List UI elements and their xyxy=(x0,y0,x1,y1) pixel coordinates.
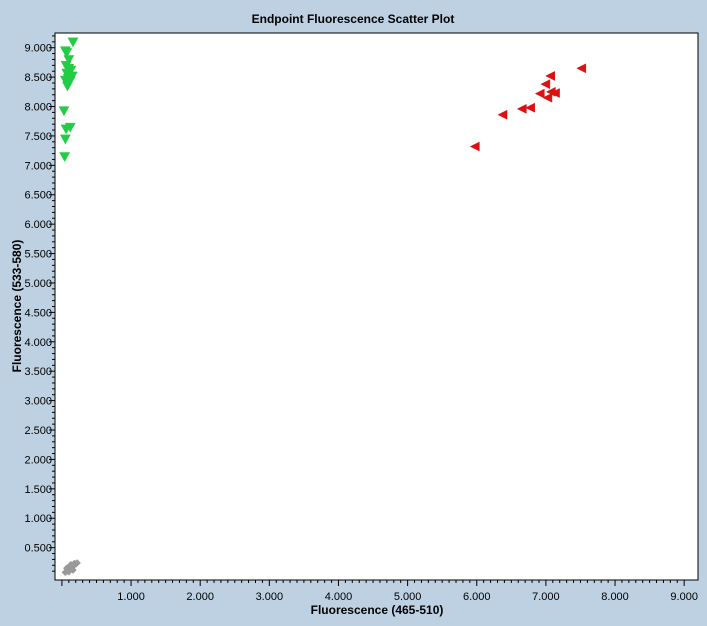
data-point xyxy=(64,567,73,576)
x-tick-label: 3.000 xyxy=(256,591,284,603)
data-point xyxy=(73,559,81,567)
data-points xyxy=(58,37,587,577)
data-point xyxy=(469,141,480,152)
series-0 xyxy=(58,37,79,163)
data-point xyxy=(63,55,75,65)
y-tick-label: 1.000 xyxy=(24,513,52,525)
data-point xyxy=(525,102,535,113)
data-point xyxy=(545,71,555,81)
data-point xyxy=(64,76,76,87)
y-tick-label: 3.000 xyxy=(24,396,52,408)
data-point xyxy=(67,560,75,569)
x-tick-label: 1.000 xyxy=(117,591,145,603)
y-tick-label: 0.500 xyxy=(24,543,52,555)
y-tick-label: 4.500 xyxy=(24,307,52,319)
y-tick-label: 7.000 xyxy=(24,160,52,172)
x-tick-label: 5.000 xyxy=(394,591,422,603)
data-point xyxy=(58,106,70,117)
y-tick-label: 6.000 xyxy=(24,219,52,231)
data-point xyxy=(59,152,71,163)
y-tick-label: 5.000 xyxy=(24,278,52,290)
x-tick-label: 7.000 xyxy=(532,591,560,603)
y-tick-label: 3.500 xyxy=(24,366,52,378)
x-axis-label: Fluorescence (465-510) xyxy=(311,603,444,617)
data-point xyxy=(540,79,551,90)
plot-area xyxy=(54,32,699,581)
data-point xyxy=(497,109,508,120)
data-point xyxy=(576,63,587,74)
data-point xyxy=(59,134,71,145)
y-tick-label: 6.500 xyxy=(24,190,52,202)
data-point xyxy=(67,37,79,48)
data-point xyxy=(62,81,73,92)
data-point xyxy=(516,103,527,114)
x-tick-label: 9.000 xyxy=(670,591,698,603)
y-tick-label: 8.500 xyxy=(24,72,52,84)
y-tick-label: 8.000 xyxy=(24,102,52,114)
data-point xyxy=(550,88,560,98)
x-tick-label: 6.000 xyxy=(463,591,491,603)
x-tick-label: 4.000 xyxy=(325,591,353,603)
data-point xyxy=(542,92,553,103)
y-tick-label: 4.000 xyxy=(24,337,52,349)
data-point xyxy=(534,88,545,99)
series-2 xyxy=(61,559,81,577)
y-tick-label: 2.000 xyxy=(24,454,52,466)
y-tick-label: 5.500 xyxy=(24,249,52,261)
y-axis-label: Fluorescence (533-580) xyxy=(10,240,24,373)
y-tick-label: 7.500 xyxy=(24,131,52,143)
y-axis: 0.500 1.000 1.500 2.000 2.500 3.000 3.500 4.000… xyxy=(24,35,55,572)
y-tick-label: 1.500 xyxy=(24,484,52,496)
data-point xyxy=(61,48,73,58)
chart-title: Endpoint Fluorescence Scatter Plot xyxy=(252,12,455,26)
y-tick-label: 2.500 xyxy=(24,425,52,437)
x-axis: 1.000 2.000 3.000 4.000 5.000 6.000 7.000 8.000… xyxy=(61,580,698,603)
y-tick-label: 9.000 xyxy=(24,43,52,55)
x-tick-label: 2.000 xyxy=(186,591,214,603)
data-point xyxy=(60,124,72,135)
x-tick-label: 8.000 xyxy=(601,591,629,603)
series-1 xyxy=(469,63,587,152)
